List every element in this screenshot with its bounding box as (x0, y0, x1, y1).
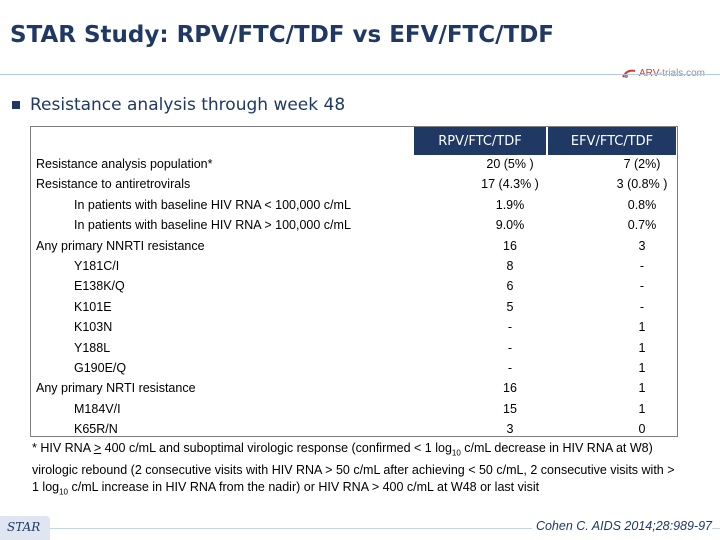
row-label: Y181C/I (74, 259, 120, 273)
row-label: In patients with baseline HIV RNA > 100,… (74, 218, 351, 233)
efv-value: 0.8% (627, 197, 657, 212)
row-label: K103N (74, 320, 113, 335)
page-title: STAR Study: RPV/FTC/TDF vs EFV/FTC/TDF (10, 22, 555, 48)
footnote: * HIV RNA > 400 c/mL and suboptimal viro… (32, 441, 675, 496)
rpv-value: 3 (506, 422, 514, 437)
rpv-value: - (507, 340, 513, 355)
row-label: Resistance analysis population* (36, 157, 213, 171)
rpv-value: - (507, 320, 513, 335)
rpv-value: 9.0% (495, 218, 525, 233)
rpv-value: 17 (4.3% ) (481, 177, 539, 192)
table-row: Any primary NNRTI resistance 16 3 (30, 237, 678, 257)
efv-value: - (639, 279, 645, 294)
rpv-value: - (507, 361, 513, 375)
row-label: G190E/Q (74, 361, 127, 375)
logo-suffix: -trials.com (659, 68, 705, 79)
efv-value: - (639, 259, 645, 273)
row-label: In patients with baseline HIV RNA < 100,… (74, 197, 351, 212)
efv-value: 0 (638, 422, 646, 437)
table-row: Y188L - 1 (30, 339, 678, 359)
rpv-value: 20 (5% ) (486, 157, 534, 171)
efv-value: 1 (638, 381, 646, 396)
row-label: K65R/N (74, 422, 118, 437)
resistance-table (30, 126, 678, 437)
table-row: In patients with baseline HIV RNA < 100,… (30, 196, 678, 216)
rpv-value: 8 (506, 259, 514, 273)
rpv-value: 16 (503, 238, 517, 253)
rpv-value: 5 (506, 299, 514, 314)
rpv-value: 6 (506, 279, 514, 294)
efv-value: 0.7% (627, 218, 657, 233)
subtitle-bullet-line: Resistance analysis through week 48 (12, 95, 345, 115)
efv-value: 1 (638, 340, 646, 355)
header-efv: EFV/FTC/TDF (548, 127, 676, 155)
efv-value: 1 (638, 361, 646, 375)
table-row: Resistance analysis population* 20 (5% ) 7… (30, 155, 678, 175)
efv-value: - (639, 299, 645, 314)
table-row: G190E/Q - 1 (30, 359, 678, 379)
square-bullet-icon (12, 101, 20, 109)
subtitle: Resistance analysis through week 48 (30, 95, 346, 115)
efv-value: 7 (2%) (623, 157, 661, 171)
logo-prefix: ARV (639, 68, 659, 79)
row-label: K101E (74, 299, 112, 314)
table-row: Resistance to antiretrovirals 17 (4.3% ) 3… (30, 175, 678, 195)
efv-value: 3 (638, 238, 646, 253)
footer-divider (50, 528, 720, 529)
efv-value: 3 (0.8% ) (616, 177, 668, 192)
table-row: M184V/I 15 1 (30, 400, 678, 420)
citation: Cohen C. AIDS 2014;28:989-97 (531, 519, 712, 533)
rpv-value: 16 (503, 381, 517, 396)
row-label: M184V/I (74, 401, 121, 416)
title-divider (0, 74, 720, 75)
footer-tag: STAR (0, 516, 50, 540)
rpv-value: 1.9% (495, 197, 525, 212)
table-row: K103N - 1 (30, 318, 678, 338)
ge-symbol: > (93, 441, 102, 455)
row-label: Resistance to antiretrovirals (36, 177, 191, 192)
header-rpv: RPV/FTC/TDF (414, 127, 546, 155)
table-row: K101E 5 - (30, 298, 678, 318)
efv-value: 1 (638, 320, 646, 335)
row-label: Any primary NNRTI resistance (36, 238, 205, 253)
efv-value: 1 (638, 401, 646, 416)
row-label: Y188L (74, 340, 111, 355)
table-row: K65R/N 3 0 (30, 420, 678, 440)
row-label: E138K/Q (74, 279, 125, 294)
table-row: Any primary NRTI resistance 16 1 (30, 379, 678, 399)
rpv-value: 15 (503, 401, 517, 416)
table-row: Y181C/I 8 - (30, 257, 678, 277)
table-row: E138K/Q 6 - (30, 277, 678, 297)
table-row: In patients with baseline HIV RNA > 100,… (30, 216, 678, 236)
row-label: Any primary NRTI resistance (36, 381, 196, 396)
